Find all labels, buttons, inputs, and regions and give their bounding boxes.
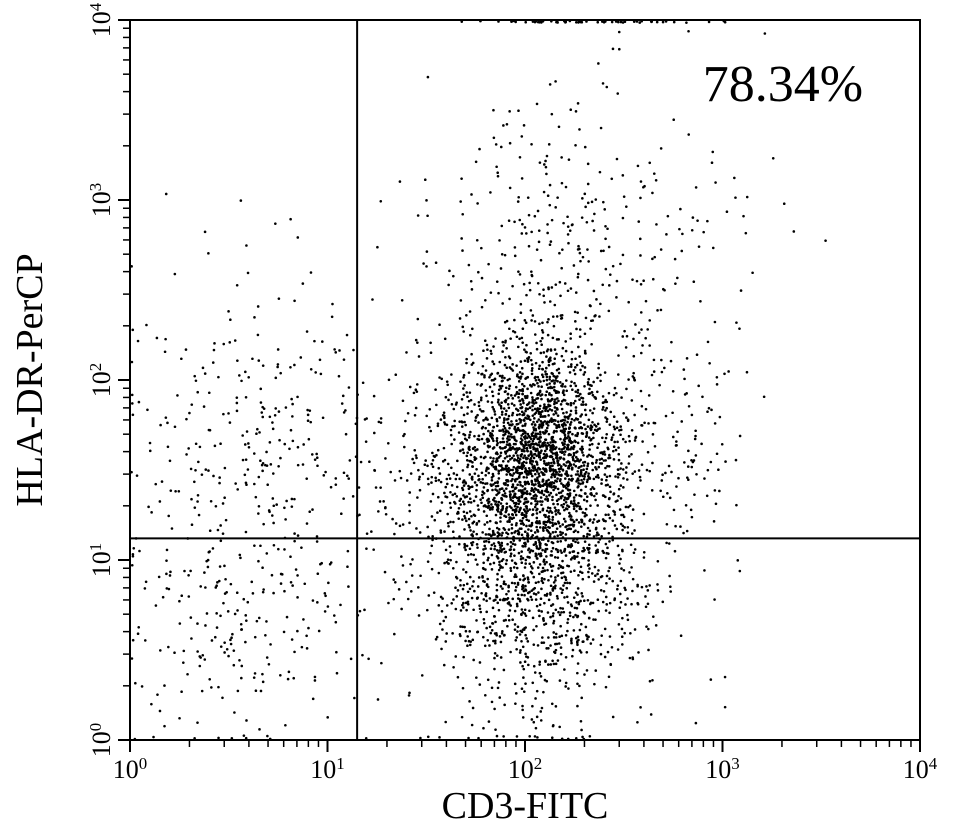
y-axis-label: HLA-DR-PerCP — [9, 253, 51, 506]
x-axis-label: CD3-FITC — [442, 785, 609, 827]
flow-cytometry-scatter: 100101102103104100101102103104CD3-FITCHL… — [0, 0, 957, 835]
chart-svg: 100101102103104100101102103104CD3-FITCHL… — [0, 0, 957, 835]
quadrant-percentage: 78.34% — [703, 56, 863, 113]
